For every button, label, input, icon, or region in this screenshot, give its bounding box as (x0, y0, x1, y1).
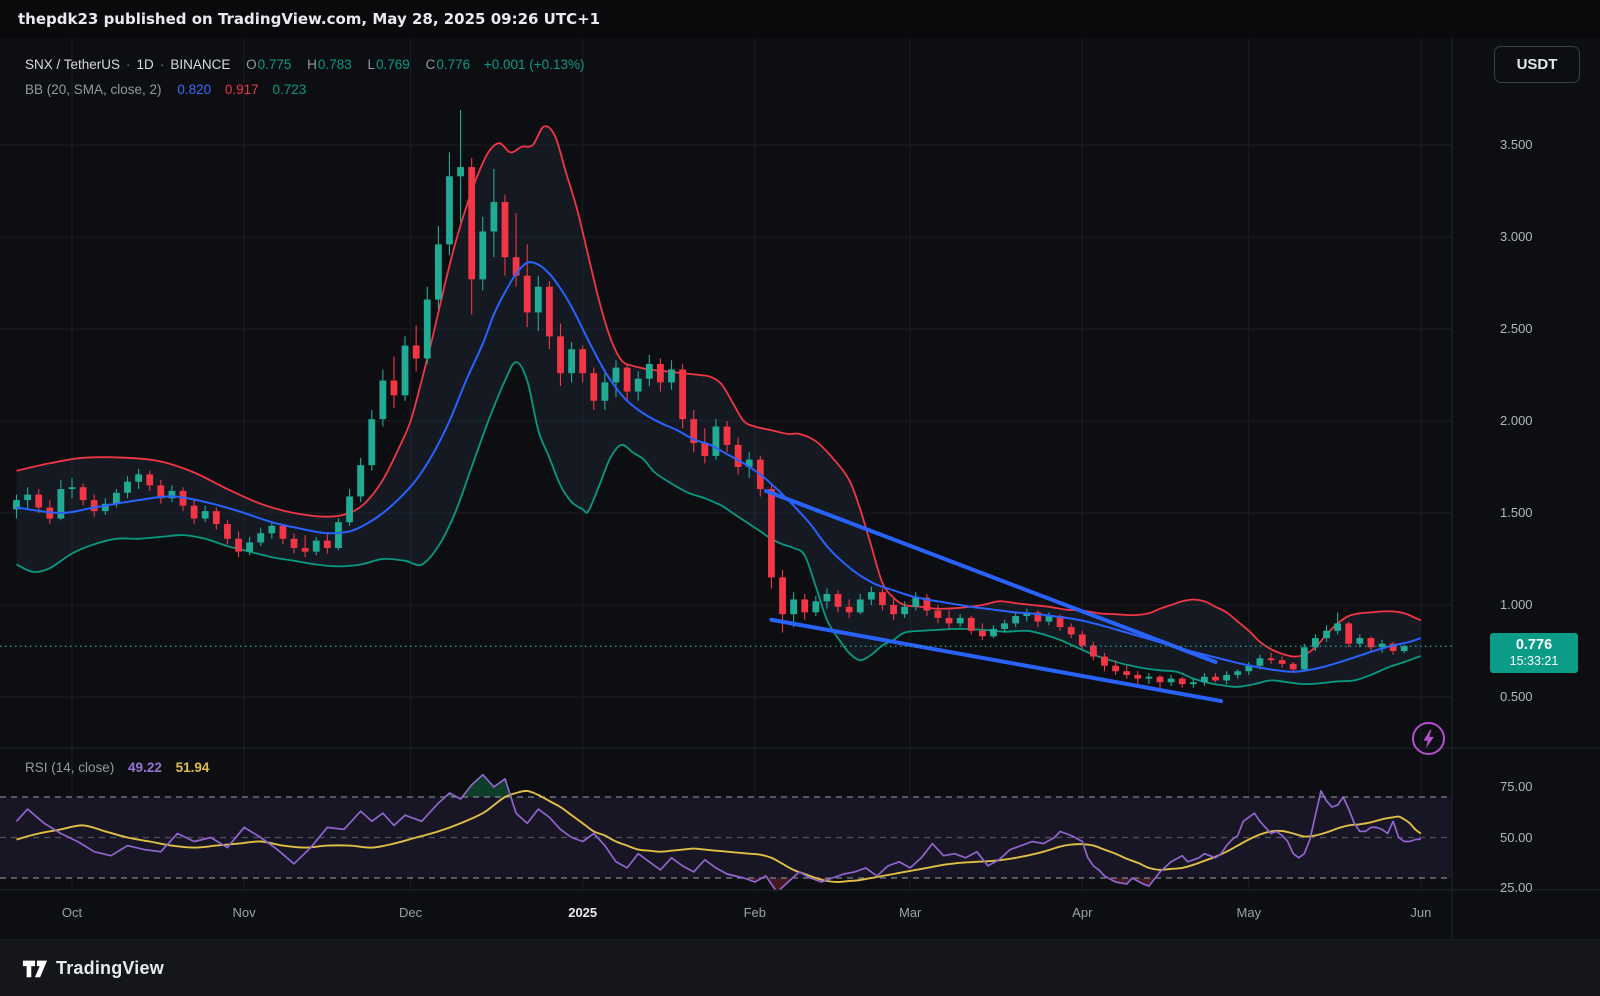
tradingview-brand-text[interactable]: TradingView (56, 957, 164, 978)
currency-toggle-button[interactable]: USDT (1494, 46, 1580, 83)
price-axis-label: 0.500 (1500, 689, 1533, 704)
time-axis-label-nov: Nov (232, 905, 256, 920)
open-value: 0.775 (257, 57, 292, 72)
rsi-label: RSI (14, close) (25, 760, 115, 775)
time-axis-label-may: May (1236, 905, 1262, 920)
symbol-name: SNX / TetherUS (25, 57, 121, 72)
candle-countdown: 15:33:21 (1509, 654, 1559, 668)
bb-upper-value: 0.917 (224, 82, 259, 97)
interval-label: 1D (136, 57, 154, 72)
time-axis-label-2025: 2025 (568, 905, 598, 920)
high-value: 0.783 (317, 57, 352, 72)
rsi-axis-label: 25.00 (1500, 880, 1533, 896)
price-axis[interactable]: 3.500 3.000 2.500 2.000 1.500 1.000 0.500 75.00… (1452, 38, 1600, 895)
close-value: 0.776 (436, 57, 471, 72)
time-axis-label-dec: Dec (399, 905, 423, 920)
attribution-bar: thepdk23 published on TradingView.com, M… (0, 0, 1600, 38)
time-axis-label-mar: Mar (898, 905, 922, 920)
high-label: H (307, 57, 317, 72)
chart-root[interactable]: SNX / TetherUS · 1D · BINANCE O0.775 H0.783 … (0, 38, 1600, 996)
price-axis-label: 3.500 (1500, 137, 1533, 152)
rsi-value: 49.22 (128, 760, 162, 775)
price-axis-label: 2.500 (1500, 321, 1533, 336)
change-value: +0.001 (+0.13%) (483, 57, 585, 72)
main-legend[interactable]: SNX / TetherUS · 1D · BINANCE O0.775 H0.783 … (25, 52, 584, 102)
time-axis-label-oct: Oct (61, 905, 83, 920)
low-label: L (367, 57, 375, 72)
symbol-legend-row[interactable]: SNX / TetherUS · 1D · BINANCE O0.775 H0.783 … (25, 57, 585, 72)
time-axis-label-feb: Feb (743, 905, 766, 920)
time-axis[interactable]: Oct Nov Dec 2025 Feb Mar Apr May Jun (0, 890, 1600, 940)
bb-legend-row[interactable]: BB (20, SMA, close, 2) 0.820 0.917 0.723 (25, 77, 584, 102)
open-label: O (246, 57, 257, 72)
bb-basis-value: 0.820 (177, 82, 212, 97)
price-axis-label: 3.000 (1500, 229, 1533, 244)
last-price-badge: 0.776 15:33:21 (1490, 633, 1578, 673)
rsi-axis-label: 50.00 (1500, 829, 1533, 845)
lightning-icon (1423, 729, 1434, 748)
bb-lower-value: 0.723 (272, 82, 307, 97)
time-axis-label-apr: Apr (1072, 905, 1093, 920)
attribution-text: thepdk23 published on TradingView.com, M… (18, 10, 601, 28)
close-label: C (425, 57, 436, 72)
price-axis-label: 1.500 (1500, 505, 1533, 520)
low-value: 0.769 (376, 57, 410, 72)
exchange-label: BINANCE (170, 57, 231, 72)
time-axis-label-jun: Jun (1410, 905, 1432, 920)
tradingview-logo-icon[interactable] (22, 955, 48, 981)
rsi-ma-value: 51.94 (175, 760, 210, 775)
rsi-legend-row[interactable]: RSI (14, close) 49.22 51.94 (25, 760, 209, 775)
price-axis-label: 1.000 (1500, 597, 1533, 612)
footer-bar: TradingView (0, 940, 1600, 996)
price-axis-label: 2.000 (1500, 413, 1533, 428)
last-price-value: 0.776 (1515, 637, 1553, 653)
flash-button[interactable] (1412, 722, 1445, 755)
rsi-axis-label: 75.00 (1500, 778, 1533, 794)
bb-label: BB (20, SMA, close, 2) (25, 82, 162, 97)
